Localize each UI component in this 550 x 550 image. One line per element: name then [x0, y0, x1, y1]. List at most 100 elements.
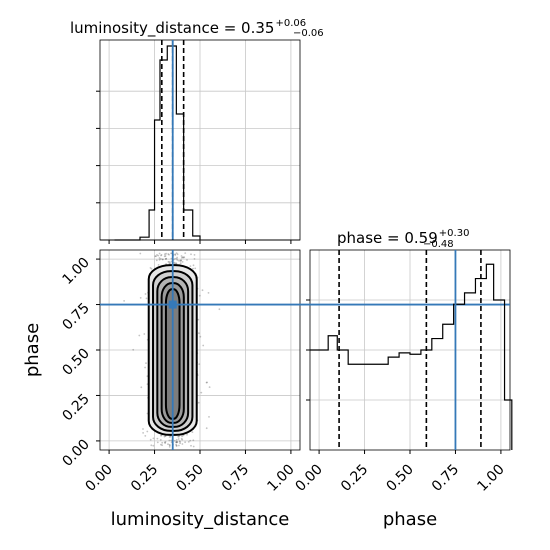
scatter-point	[144, 366, 147, 369]
scatter-point	[161, 444, 164, 447]
scatter-point	[168, 439, 171, 442]
scatter-point	[176, 259, 179, 261]
scatter-point	[191, 431, 194, 433]
scatter-point	[199, 335, 202, 338]
scatter-point	[145, 297, 148, 300]
ph2d-ytick-label: 0.75	[59, 300, 92, 333]
scatter-point	[160, 443, 162, 446]
ph1d-xtick-label: 0.25	[338, 462, 371, 495]
scatter-point	[178, 259, 180, 262]
scatter-point	[192, 439, 195, 442]
scatter-point	[169, 435, 172, 438]
scatter-point	[142, 428, 144, 430]
scatter-point	[158, 252, 161, 255]
scatter-point	[175, 444, 178, 447]
scatter-point	[165, 258, 168, 260]
scatter-point	[160, 258, 162, 260]
scatter-point	[161, 441, 164, 444]
scatter-point	[165, 252, 168, 255]
scatter-point	[144, 293, 147, 295]
xlabel-phase: phase	[383, 509, 437, 530]
title-ld-main: luminosity_distance = 0.35	[70, 19, 274, 38]
scatter-point	[184, 252, 187, 255]
title-phase-minus-text: −0.48	[423, 239, 454, 250]
scatter-point	[165, 257, 168, 260]
xlabel-luminosity-distance: luminosity_distance	[111, 509, 290, 530]
scatter-point	[175, 440, 178, 443]
scatter-point	[146, 430, 149, 433]
title-phase: phase = 0.59+0.30	[337, 228, 469, 247]
scatter-point	[168, 262, 171, 265]
scatter-point	[198, 294, 201, 297]
scatter-point	[164, 253, 166, 256]
scatter-point	[175, 443, 178, 446]
scatter-point	[173, 261, 176, 264]
scatter-point	[180, 437, 183, 440]
scatter-point	[162, 258, 164, 261]
scatter-point	[192, 267, 194, 270]
scatter-point	[173, 439, 176, 442]
scatter-point	[174, 254, 177, 256]
scatter-point	[168, 253, 170, 256]
scatter-point	[181, 256, 184, 259]
scatter-point	[202, 344, 205, 347]
scatter-point	[181, 256, 183, 259]
scatter-point	[168, 446, 171, 448]
scatter-point	[193, 258, 196, 260]
scatter-point	[163, 441, 166, 444]
scatter-point	[142, 432, 145, 434]
scatter-point	[163, 255, 166, 258]
scatter-point	[193, 254, 196, 256]
scatter-point	[180, 259, 183, 262]
scatter-point	[155, 259, 158, 262]
scatter-point	[160, 254, 162, 257]
scatter-point	[175, 441, 178, 444]
ph2d-xtick-label: 0.50	[173, 462, 206, 495]
scatter-point	[174, 257, 177, 260]
scatter-point	[152, 437, 155, 440]
scatter-point	[164, 442, 167, 444]
scatter-point	[169, 444, 171, 447]
scatter-point	[157, 254, 160, 257]
scatter-point	[181, 438, 184, 441]
scatter-point	[178, 435, 181, 438]
scatter-point	[189, 265, 192, 267]
scatter-point	[168, 436, 171, 438]
scatter-point	[170, 439, 173, 442]
scatter-point	[192, 264, 195, 267]
ph2d-truth-marker	[168, 300, 177, 309]
scatter-point	[184, 441, 187, 444]
scatter-point	[150, 444, 153, 447]
scatter-point	[194, 267, 197, 270]
scatter-point	[160, 254, 163, 256]
title-luminosity-distance: luminosity_distance = 0.35+0.06	[70, 18, 306, 38]
ph2d-ytick-label: 1.00	[59, 255, 92, 288]
scatter-point	[132, 348, 135, 351]
scatter-point	[149, 438, 152, 441]
scatter-point	[187, 441, 190, 443]
scatter-point	[190, 444, 192, 447]
scatter-point	[198, 332, 200, 335]
scatter-point	[181, 443, 184, 445]
scatter-point	[175, 445, 178, 447]
scatter-point	[179, 441, 181, 443]
scatter-point	[170, 252, 172, 255]
scatter-point	[198, 363, 201, 365]
scatter-point	[207, 292, 210, 294]
scatter-point	[178, 444, 180, 447]
scatter-point	[138, 334, 141, 337]
title-ld-minus-text: −0.06	[293, 28, 324, 39]
scatter-point	[174, 253, 177, 256]
scatter-point	[164, 440, 167, 443]
scatter-point	[145, 362, 147, 364]
scatter-point	[176, 253, 179, 256]
scatter-point	[206, 381, 208, 384]
scatter-point	[139, 297, 142, 299]
ph1d-xtick-label: 0.00	[293, 462, 326, 495]
scatter-point	[158, 257, 161, 259]
ph2d-xtick-label: 1.00	[264, 462, 297, 495]
scatter-point	[180, 255, 183, 257]
scatter-point	[168, 261, 171, 263]
scatter-point	[175, 438, 178, 441]
scatter-point	[158, 258, 161, 261]
